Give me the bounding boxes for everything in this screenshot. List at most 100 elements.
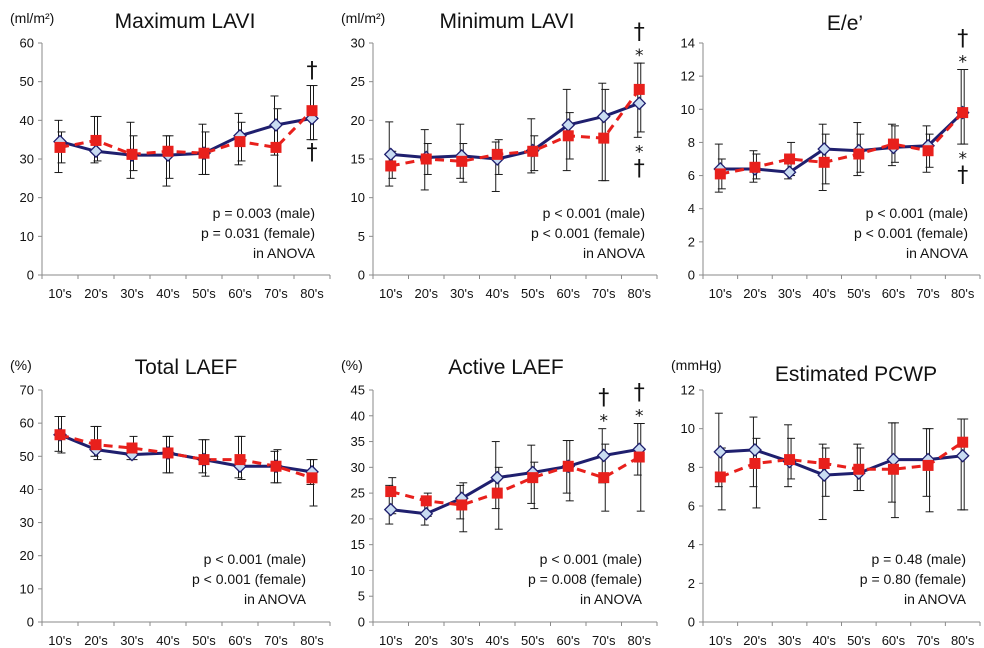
y-tick-label: 20 (351, 113, 365, 128)
data-point-male (713, 444, 728, 459)
data-point-female (162, 145, 174, 157)
y-tick-label: 10 (20, 229, 34, 244)
y-tick-label: 15 (351, 152, 365, 167)
series-line-female (719, 440, 964, 479)
x-tick-label: 40's (156, 633, 180, 648)
p-value-note: p < 0.001 (female) (854, 225, 968, 241)
data-point-female (90, 134, 102, 146)
y-tick-label: 0 (688, 615, 695, 630)
significance-dagger: † (634, 156, 645, 181)
data-point-female (527, 145, 539, 157)
y-tick-label: 45 (351, 383, 365, 398)
y-tick-label: 10 (681, 102, 695, 117)
significance-dagger: † (957, 163, 968, 188)
p-value-note: p < 0.001 (male) (204, 551, 306, 567)
data-point-female (420, 153, 432, 165)
y-tick-label: 60 (20, 36, 34, 51)
data-point-female (887, 138, 899, 150)
x-tick-label: 70's (592, 633, 616, 648)
x-tick-label: 80's (300, 286, 324, 301)
p-value-note: in ANOVA (244, 591, 307, 607)
p-value-note: p < 0.001 (male) (540, 551, 642, 567)
x-tick-label: 50's (521, 286, 545, 301)
p-value-note: p = 0.48 (male) (871, 551, 966, 567)
data-point-female (527, 472, 539, 484)
x-tick-label: 10's (379, 633, 403, 648)
x-tick-label: 50's (847, 286, 871, 301)
x-tick-label: 40's (156, 286, 180, 301)
p-value-note: in ANOVA (906, 245, 969, 261)
p-value-note: p = 0.008 (female) (528, 571, 642, 587)
data-point-female (54, 141, 66, 153)
y-tick-label: 40 (20, 113, 34, 128)
p-value-note: p < 0.001 (female) (531, 225, 645, 241)
x-tick-label: 70's (264, 633, 288, 648)
y-tick-label: 2 (688, 234, 695, 249)
x-tick-label: 50's (521, 633, 545, 648)
data-point-female (598, 472, 610, 484)
series-line-female (720, 111, 964, 176)
data-point-female (633, 451, 645, 463)
y-tick-label: 20 (20, 190, 34, 205)
chart-panel: E/e’ 0 2 4 6 8 10 12 14 10's 20's 30's 40's 50's 60's 7… (681, 12, 981, 301)
data-point-female (957, 436, 969, 448)
significance-dagger: † (634, 20, 645, 45)
series-line-male (390, 447, 640, 516)
y-tick-label: 8 (688, 460, 695, 475)
data-point-female (420, 495, 432, 507)
y-tick-label: 25 (351, 74, 365, 89)
data-point-male (817, 468, 832, 482)
data-point-male (632, 96, 647, 111)
x-tick-label: 80's (951, 286, 975, 301)
data-point-female (853, 148, 865, 160)
data-point-female (749, 161, 761, 173)
p-value-note: in ANOVA (583, 245, 646, 261)
significance-dagger: † (634, 381, 645, 406)
x-tick-label: 10's (709, 633, 733, 648)
chart-panel: Active LAEF (%) 0 5 10 15 20 25 30 35 40 45 10's 20's… (341, 356, 658, 648)
data-point-female (818, 457, 830, 469)
y-tick-label: 40 (351, 408, 365, 423)
data-point-female (922, 145, 934, 157)
y-tick-label: 30 (20, 152, 34, 167)
y-tick-label: 12 (681, 383, 695, 398)
y-tick-label: 2 (688, 576, 695, 591)
y-tick-label: 0 (358, 615, 365, 630)
y-tick-label: 12 (681, 69, 695, 84)
data-point-female (198, 454, 210, 466)
x-tick-label: 20's (84, 286, 108, 301)
x-tick-label: 40's (486, 286, 510, 301)
y-tick-label: 14 (681, 36, 695, 51)
x-tick-label: 40's (486, 633, 510, 648)
x-tick-label: 30's (778, 286, 802, 301)
data-point-female (714, 471, 726, 483)
x-tick-label: 60's (228, 286, 252, 301)
data-point-female (633, 83, 645, 95)
y-tick-label: 0 (688, 268, 695, 283)
x-tick-label: 70's (264, 286, 288, 301)
data-point-female (234, 454, 246, 466)
chart-title: E/e’ (827, 12, 863, 35)
data-point-female (784, 153, 796, 165)
data-point-male (817, 142, 832, 156)
y-tick-label: 0 (358, 268, 365, 283)
data-point-male (748, 443, 762, 457)
data-point-female (270, 460, 282, 472)
data-point-female (562, 130, 574, 142)
x-tick-label: 20's (743, 286, 767, 301)
data-point-female (234, 136, 246, 148)
y-tick-label: 35 (351, 434, 365, 449)
y-unit-label: (mmHg) (671, 357, 722, 373)
x-tick-label: 70's (592, 286, 616, 301)
chart-panel: Minimum LAVI (ml/m²) 0 5 10 15 20 25 30 10's 20's 3… (341, 10, 658, 301)
series-line-female (59, 433, 313, 480)
data-point-female (126, 442, 138, 454)
y-tick-label: 8 (688, 135, 695, 150)
data-point-female (598, 132, 610, 144)
y-tick-label: 25 (351, 486, 365, 501)
data-point-male (490, 470, 505, 485)
y-tick-label: 40 (20, 482, 34, 497)
data-point-female (385, 160, 397, 172)
y-unit-label: (ml/m²) (341, 10, 385, 26)
